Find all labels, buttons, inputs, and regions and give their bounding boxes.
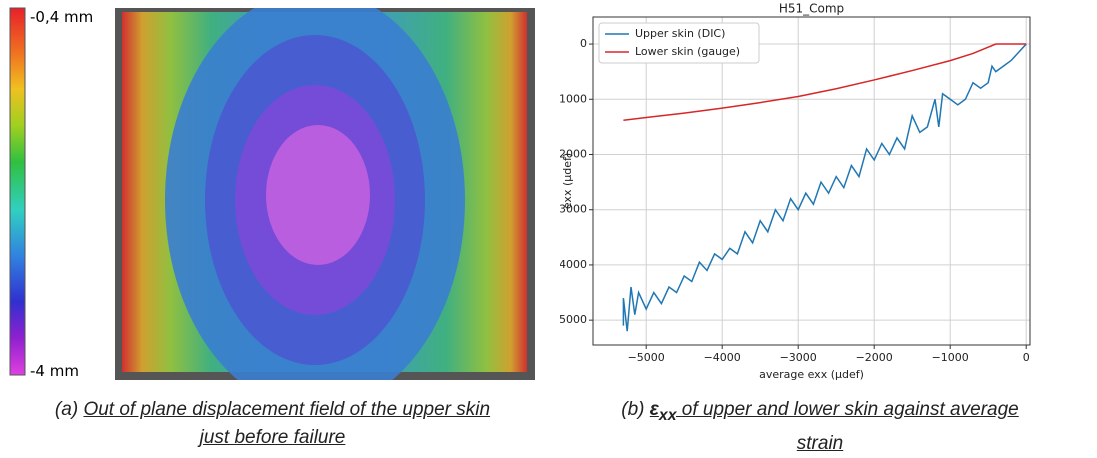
colorbar-bottom-label: -4 mm [30, 362, 79, 380]
caption-symbol: ε [649, 399, 659, 420]
plot-frame [592, 16, 1031, 346]
x-axis-label: average exx (µdef) [759, 368, 864, 381]
caption-text: just before failure [199, 427, 346, 448]
x-tick-label: 0 [1023, 351, 1030, 364]
colorbar [9, 7, 26, 376]
y-tick-label: −4000 [560, 258, 587, 271]
series-line [622, 43, 1027, 332]
x-tick-label: −2000 [856, 351, 893, 364]
displacement-field [115, 8, 535, 380]
legend-label: Lower skin (gauge) [635, 45, 740, 58]
y-tick-label: 0 [580, 37, 587, 50]
caption-b: (b) εxx of upper and lower skin against … [560, 396, 1080, 458]
caption-text: Out of plane displacement field of the u… [83, 399, 491, 420]
caption-prefix: (b) [621, 399, 645, 420]
y-tick-label: −2000 [560, 147, 587, 160]
y-tick-label: −3000 [560, 203, 587, 216]
x-tick-label: −5000 [628, 351, 665, 364]
y-tick-label: −5000 [560, 313, 587, 326]
legend-label: Upper skin (DIC) [635, 27, 725, 40]
y-tick-label: −1000 [560, 92, 587, 105]
caption-prefix: (a) [54, 399, 79, 420]
x-tick-label: −3000 [780, 351, 817, 364]
y-axis-label: exx (µdef) [561, 153, 574, 209]
chart-title: H51_Comp [779, 2, 844, 16]
caption-text: strain [796, 432, 844, 454]
series-line [623, 43, 1027, 122]
caption-symbol-sub: xx [658, 406, 677, 424]
chart: H51_Comp −5000 −4000 −3000 −2000 −1000 0 −5000 −… [560, 2, 1031, 381]
caption-text: of upper and lower skin against average [681, 399, 1019, 420]
x-tick-label: −4000 [704, 351, 741, 364]
colorbar-top-label: -0,4 mm [30, 8, 94, 26]
x-tick-label: −1000 [932, 351, 969, 364]
legend-box [598, 22, 760, 64]
caption-a: (a) Out of plane displacement field of t… [0, 396, 545, 452]
